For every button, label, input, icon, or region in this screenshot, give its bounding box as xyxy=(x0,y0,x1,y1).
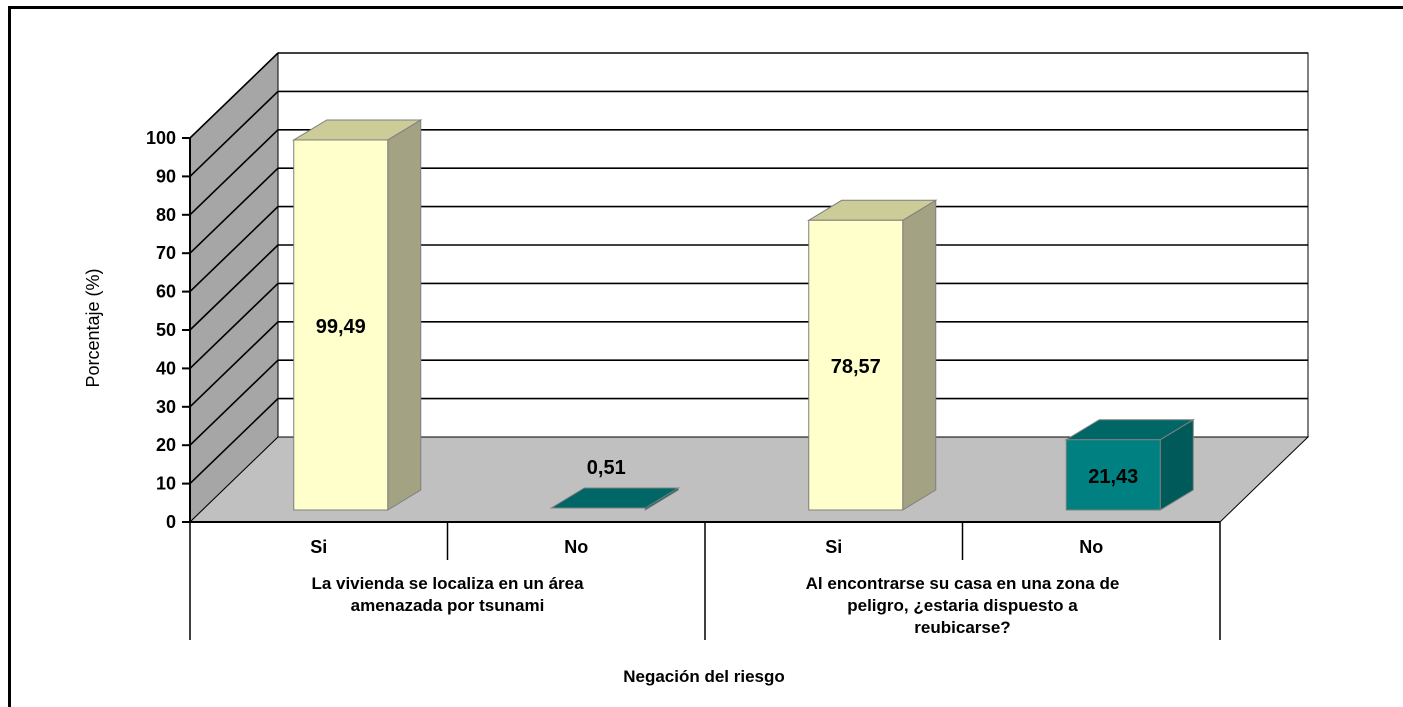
value-label: 99,49 xyxy=(316,316,366,338)
axes xyxy=(182,137,1221,640)
gridline-side xyxy=(189,244,279,331)
y-tick-labels: 0 10 20 30 40 50 60 70 80 90 100 xyxy=(146,128,176,532)
y-tick-label: 10 xyxy=(156,474,176,494)
y-tick-label: 60 xyxy=(156,282,176,302)
gridline-side xyxy=(189,129,279,216)
category-labels: Si No La vivienda se localiza en un área am… xyxy=(310,537,1119,637)
gridlines xyxy=(189,52,1308,485)
x-axis-label: Negación del riesgo xyxy=(623,667,785,686)
value-label: 78,57 xyxy=(831,356,881,378)
category-label: Si xyxy=(825,537,842,557)
y-tick-label: 50 xyxy=(156,320,176,340)
group-label: reubicarse? xyxy=(914,618,1010,637)
group-label: La vivienda se localiza en un área xyxy=(311,574,584,593)
value-label: 0,51 xyxy=(587,457,626,479)
category-label: No xyxy=(1079,537,1103,557)
y-tick-label: 0 xyxy=(166,512,176,532)
category-label: Si xyxy=(310,537,327,557)
bar-top xyxy=(549,487,681,509)
value-labels: 99,49 0,51 78,57 21,43 xyxy=(316,316,1139,488)
group-label: peligro, ¿estaria dispuesto a xyxy=(847,596,1078,615)
y-axis-label: Porcentaje (%) xyxy=(83,268,103,387)
gridline-side xyxy=(189,206,279,293)
gridline-side xyxy=(189,359,279,446)
category-label: No xyxy=(564,537,588,557)
bar-front xyxy=(293,139,389,511)
y-tick-label: 20 xyxy=(156,435,176,455)
gridline-side xyxy=(189,321,279,408)
gridline-side xyxy=(189,167,279,254)
y-tick-label: 30 xyxy=(156,397,176,417)
bar-front xyxy=(808,219,904,511)
value-label: 21,43 xyxy=(1088,466,1138,488)
group-label: Al encontrarse su casa en una zona de xyxy=(806,574,1120,593)
gridline-side xyxy=(189,282,279,369)
y-tick-label: 100 xyxy=(146,128,176,148)
gridline-side xyxy=(189,90,279,177)
y-tick-label: 80 xyxy=(156,205,176,225)
group-label: amenazada por tsunami xyxy=(351,596,545,615)
chart-frame xyxy=(8,6,1403,707)
bar-front xyxy=(1065,439,1161,511)
y-tick-label: 40 xyxy=(156,358,176,378)
bar-side xyxy=(387,119,422,511)
y-tick-label: 90 xyxy=(156,166,176,186)
gridline-side xyxy=(189,398,279,485)
y-tick-label: 70 xyxy=(156,243,176,263)
bar-side xyxy=(902,199,937,511)
gridline-side xyxy=(189,52,279,139)
bars xyxy=(291,119,1196,511)
